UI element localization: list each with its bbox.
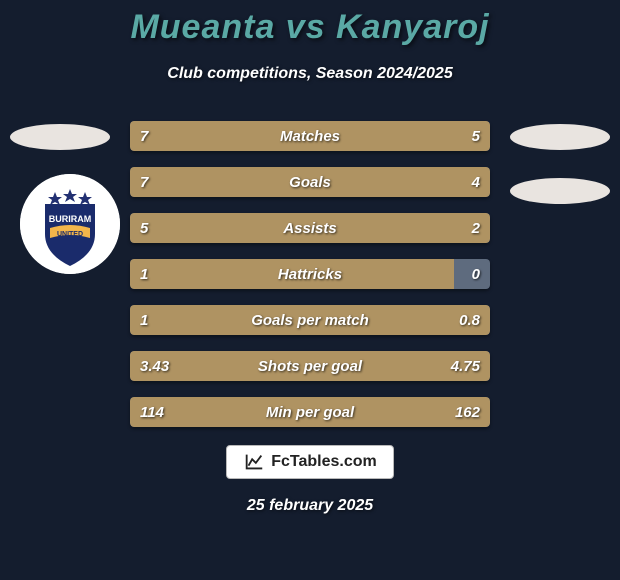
- chart-icon: [243, 451, 265, 473]
- stat-value-left: 1: [140, 305, 148, 335]
- badge-text-top: BURIRAM: [49, 214, 92, 224]
- date-text: 25 february 2025: [0, 497, 620, 515]
- buriram-badge-icon: BURIRAM UNITED: [20, 174, 120, 274]
- stat-value-left: 5: [140, 213, 148, 243]
- stat-value-left: 114: [140, 397, 164, 427]
- club-badge-right-placeholder: [510, 178, 610, 204]
- stat-row-hattricks: Hattricks1 0: [130, 259, 490, 289]
- stats-card: Mueanta vs Kanyaroj Club competitions, S…: [0, 0, 620, 580]
- player-photo-right-placeholder: [510, 124, 610, 150]
- page-title: Mueanta vs Kanyaroj: [0, 0, 620, 47]
- stat-value-right: 0: [472, 259, 480, 289]
- stat-value-left: 7: [140, 121, 148, 151]
- subtitle: Club competitions, Season 2024/2025: [0, 65, 620, 83]
- club-badge-left: BURIRAM UNITED: [20, 174, 120, 274]
- stat-value-left: 7: [140, 167, 148, 197]
- stat-value-left: 1: [140, 259, 148, 289]
- stat-row-shots-per-goal: Shots per goal3.43 4.75: [130, 351, 490, 381]
- stat-row-assists: Assists5 2: [130, 213, 490, 243]
- stat-row-min-per-goal: Min per goal114 162: [130, 397, 490, 427]
- stat-row-goals: Goals7 4: [130, 167, 490, 197]
- stat-value-right: 2: [472, 213, 480, 243]
- stat-value-right: 5: [472, 121, 480, 151]
- stat-row-matches: Matches7 5: [130, 121, 490, 151]
- fctables-logo[interactable]: FcTables.com: [226, 445, 394, 479]
- badge-text-bottom: UNITED: [57, 231, 83, 238]
- stat-label: Assists: [130, 213, 490, 243]
- stat-row-goals-per-match: Goals per match1 0.8: [130, 305, 490, 335]
- stat-label: Goals: [130, 167, 490, 197]
- player-photo-left-placeholder: [10, 124, 110, 150]
- stat-value-left: 3.43: [140, 351, 169, 381]
- stat-label: Matches: [130, 121, 490, 151]
- stat-value-right: 0.8: [459, 305, 480, 335]
- stat-value-right: 162: [455, 397, 480, 427]
- stat-label: Min per goal: [130, 397, 490, 427]
- stat-label: Shots per goal: [130, 351, 490, 381]
- stat-label: Goals per match: [130, 305, 490, 335]
- stat-label: Hattricks: [130, 259, 490, 289]
- stat-value-right: 4.75: [451, 351, 480, 381]
- stats-bars: Matches75Goals74Assists52Hattricks10Goal…: [130, 121, 490, 427]
- fctables-logo-text: FcTables.com: [271, 453, 377, 471]
- stat-value-right: 4: [472, 167, 480, 197]
